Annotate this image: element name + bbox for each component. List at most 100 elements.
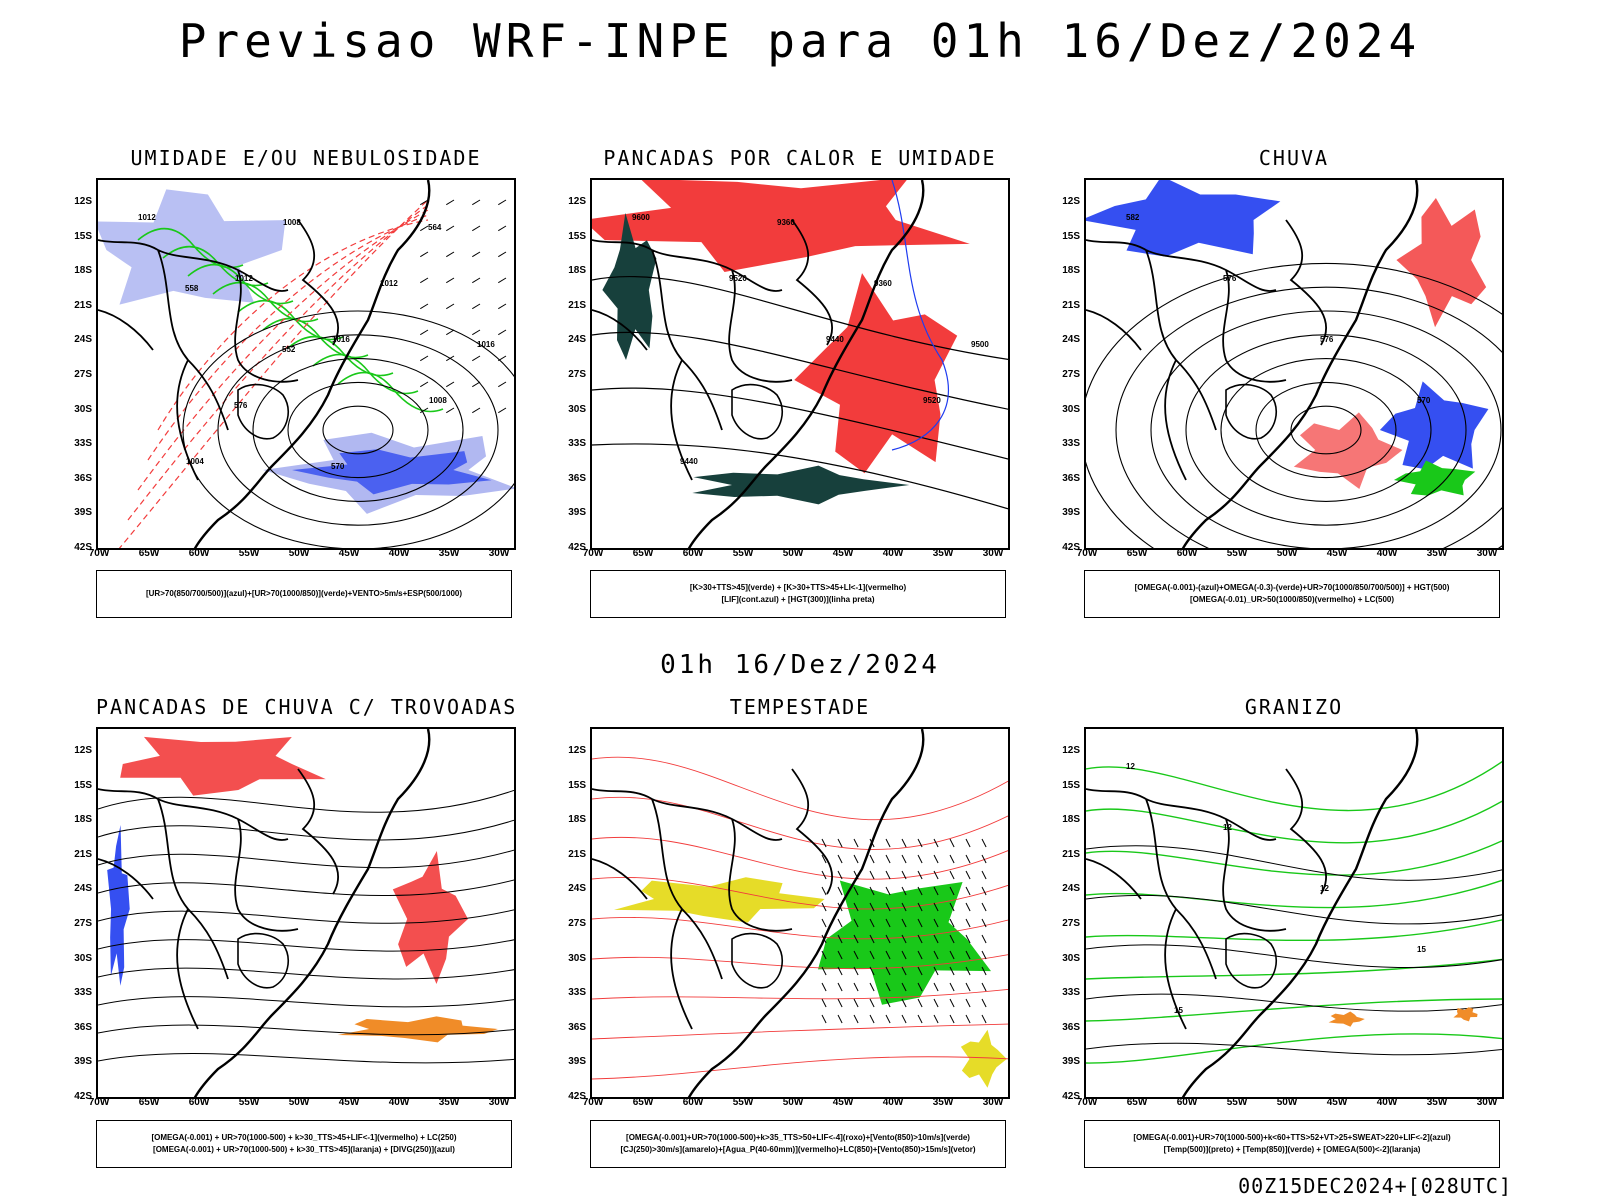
- temp500-contour: [1086, 1042, 1502, 1056]
- temp500-contour: [1086, 993, 1502, 1012]
- jet-stream-area: [614, 877, 825, 923]
- lon-tick-label: 70W: [582, 548, 604, 559]
- legend-chuva: [OMEGA(-0.001)-(azul)+OMEGA(-0.3)-(verde…: [1084, 570, 1500, 618]
- lif-contour: [891, 180, 949, 451]
- lat-tick-label: 24S: [1062, 883, 1080, 895]
- hgt500-contour: [1255, 381, 1397, 479]
- lat-tick-label: 12S: [74, 196, 92, 207]
- uruguay-outline: [237, 932, 289, 989]
- lon-tick-label: 65W: [632, 548, 654, 559]
- lon-tick-label: 50W: [782, 548, 804, 559]
- streamline-850: [592, 988, 1008, 1000]
- wind-vector: [420, 199, 429, 206]
- lat-tick-label: 36S: [74, 1021, 92, 1033]
- wind-vector-850: [885, 838, 891, 848]
- lon-tick-label: 35W: [438, 548, 460, 559]
- contour-label: 9360: [777, 218, 795, 227]
- wind-vector-850: [821, 918, 827, 928]
- wind-vector-850: [917, 854, 923, 864]
- lon-tick-label: 50W: [782, 1097, 804, 1108]
- lon-tick-label: 35W: [932, 548, 954, 559]
- wind-vector-850: [917, 870, 923, 880]
- temp850-contour: [1086, 879, 1502, 909]
- wind-vector-850: [885, 998, 891, 1008]
- contour-label: 12: [1126, 762, 1135, 771]
- lat-tick-label: 15S: [1062, 779, 1080, 791]
- isobar: [322, 405, 394, 455]
- wind-vector-850: [981, 870, 987, 880]
- wind-vector-850: [933, 854, 939, 864]
- wind-vector-850: [965, 838, 971, 848]
- heavy-rain-area: [1393, 460, 1476, 496]
- omega-area: [1328, 1011, 1365, 1027]
- streamline-250: [98, 939, 514, 952]
- wind-vector-850: [853, 934, 859, 944]
- wind-vector-850: [933, 870, 939, 880]
- lon-tick-label: 55W: [1226, 1097, 1248, 1108]
- isobar: [252, 358, 464, 502]
- contour-label: 1008: [283, 218, 301, 227]
- wind-vector-850: [869, 998, 875, 1008]
- wind-vector-850: [885, 982, 891, 992]
- wind-vector-850: [933, 918, 939, 928]
- divergence-area: [107, 825, 130, 986]
- lon-tick-label: 45W: [1326, 548, 1348, 559]
- wind-vector-850: [869, 902, 875, 912]
- hgt300-contour: [592, 331, 1008, 410]
- panel-title-pancadas-calor: PANCADAS POR CALOR E UMIDADE: [603, 146, 997, 170]
- lat-tick-label: 39S: [1062, 1056, 1080, 1068]
- wind-vector-850: [869, 854, 875, 864]
- omega-area: [1453, 1007, 1478, 1022]
- wind-vector-850: [853, 886, 859, 896]
- map-chuva: 582 576 576 570: [1084, 178, 1504, 550]
- country-borders: [1086, 219, 1327, 481]
- wind-vector-850: [949, 1014, 955, 1024]
- temp850-contour: [1086, 958, 1502, 980]
- wind-vector-850: [981, 902, 987, 912]
- lat-tick-label: 27S: [74, 369, 92, 380]
- wind-vector-850: [965, 950, 971, 960]
- rain-area-red-ne: [1396, 197, 1487, 328]
- lat-tick-label: 18S: [74, 265, 92, 277]
- legend-line: [Temp(500)](preto) + [Temp(850)](verde) …: [1163, 1145, 1421, 1154]
- lat-tick-label: 12S: [1062, 745, 1080, 756]
- lat-tick-label: 21S: [74, 299, 92, 311]
- wind-vector-850: [837, 934, 843, 944]
- temp500-contour: [1086, 894, 1502, 925]
- lat-tick-label: 12S: [1062, 196, 1080, 207]
- streamline-850: [592, 796, 1008, 850]
- lon-tick-label: 60W: [1176, 548, 1198, 559]
- lat-tick-label: 30S: [568, 952, 586, 964]
- wind-vector-850: [837, 998, 843, 1008]
- streamline-250: [98, 1053, 514, 1064]
- streamline-850: [592, 954, 1008, 970]
- wind-vector-850: [901, 1014, 907, 1024]
- wind-vector-850: [885, 902, 891, 912]
- temp850-contour: [1086, 998, 1502, 1022]
- contour-label: 576: [234, 401, 248, 410]
- wind-vector-850: [869, 950, 875, 960]
- lat-tick-label: 42S: [1062, 542, 1080, 553]
- lat-tick-label: 36S: [1062, 472, 1080, 484]
- wind-vector: [498, 355, 507, 362]
- wind-vector-850: [981, 934, 987, 944]
- wind-vector-850: [949, 982, 955, 992]
- map-pancadas-trovoadas: [96, 727, 516, 1099]
- lat-tick-label: 42S: [1062, 1091, 1080, 1102]
- lon-tick-label: 45W: [1326, 1097, 1348, 1108]
- lat-tick-label: 30S: [568, 403, 586, 415]
- lon-tick-label: 60W: [682, 548, 704, 559]
- humidity-contour-green: [337, 371, 444, 413]
- lat-tick-label: 39S: [568, 1056, 586, 1068]
- coastline: [687, 180, 925, 548]
- wind-vector-850: [885, 918, 891, 928]
- streamline-250: [98, 789, 514, 813]
- panel-title-umidade: UMIDADE E/OU NEBULOSIDADE: [130, 146, 482, 170]
- wind-vector-850: [821, 998, 827, 1008]
- wind-vector-850: [965, 998, 971, 1008]
- wind-vector: [420, 277, 429, 284]
- lat-tick-label: 21S: [1062, 848, 1080, 860]
- instability-area-west: [602, 212, 657, 361]
- wind-vector: [498, 329, 507, 336]
- storm-area-east: [392, 851, 468, 984]
